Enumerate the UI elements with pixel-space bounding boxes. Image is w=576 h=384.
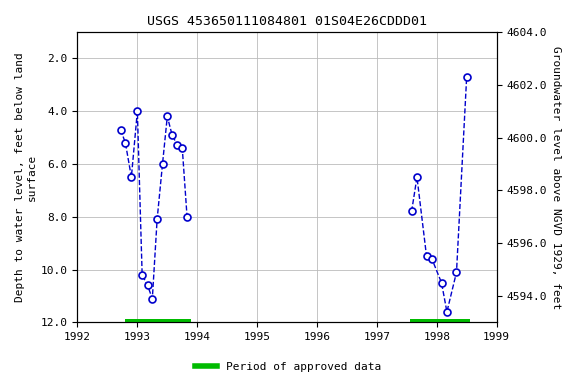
Y-axis label: Groundwater level above NGVD 1929, feet: Groundwater level above NGVD 1929, feet [551,46,561,309]
Legend: Period of approved data: Period of approved data [191,358,385,377]
Bar [126,319,191,325]
Bar [410,319,469,325]
Title: USGS 453650111084801 01S04E26CDDD01: USGS 453650111084801 01S04E26CDDD01 [147,15,427,28]
Y-axis label: Depth to water level, feet below land
surface: Depth to water level, feet below land su… [15,52,37,302]
